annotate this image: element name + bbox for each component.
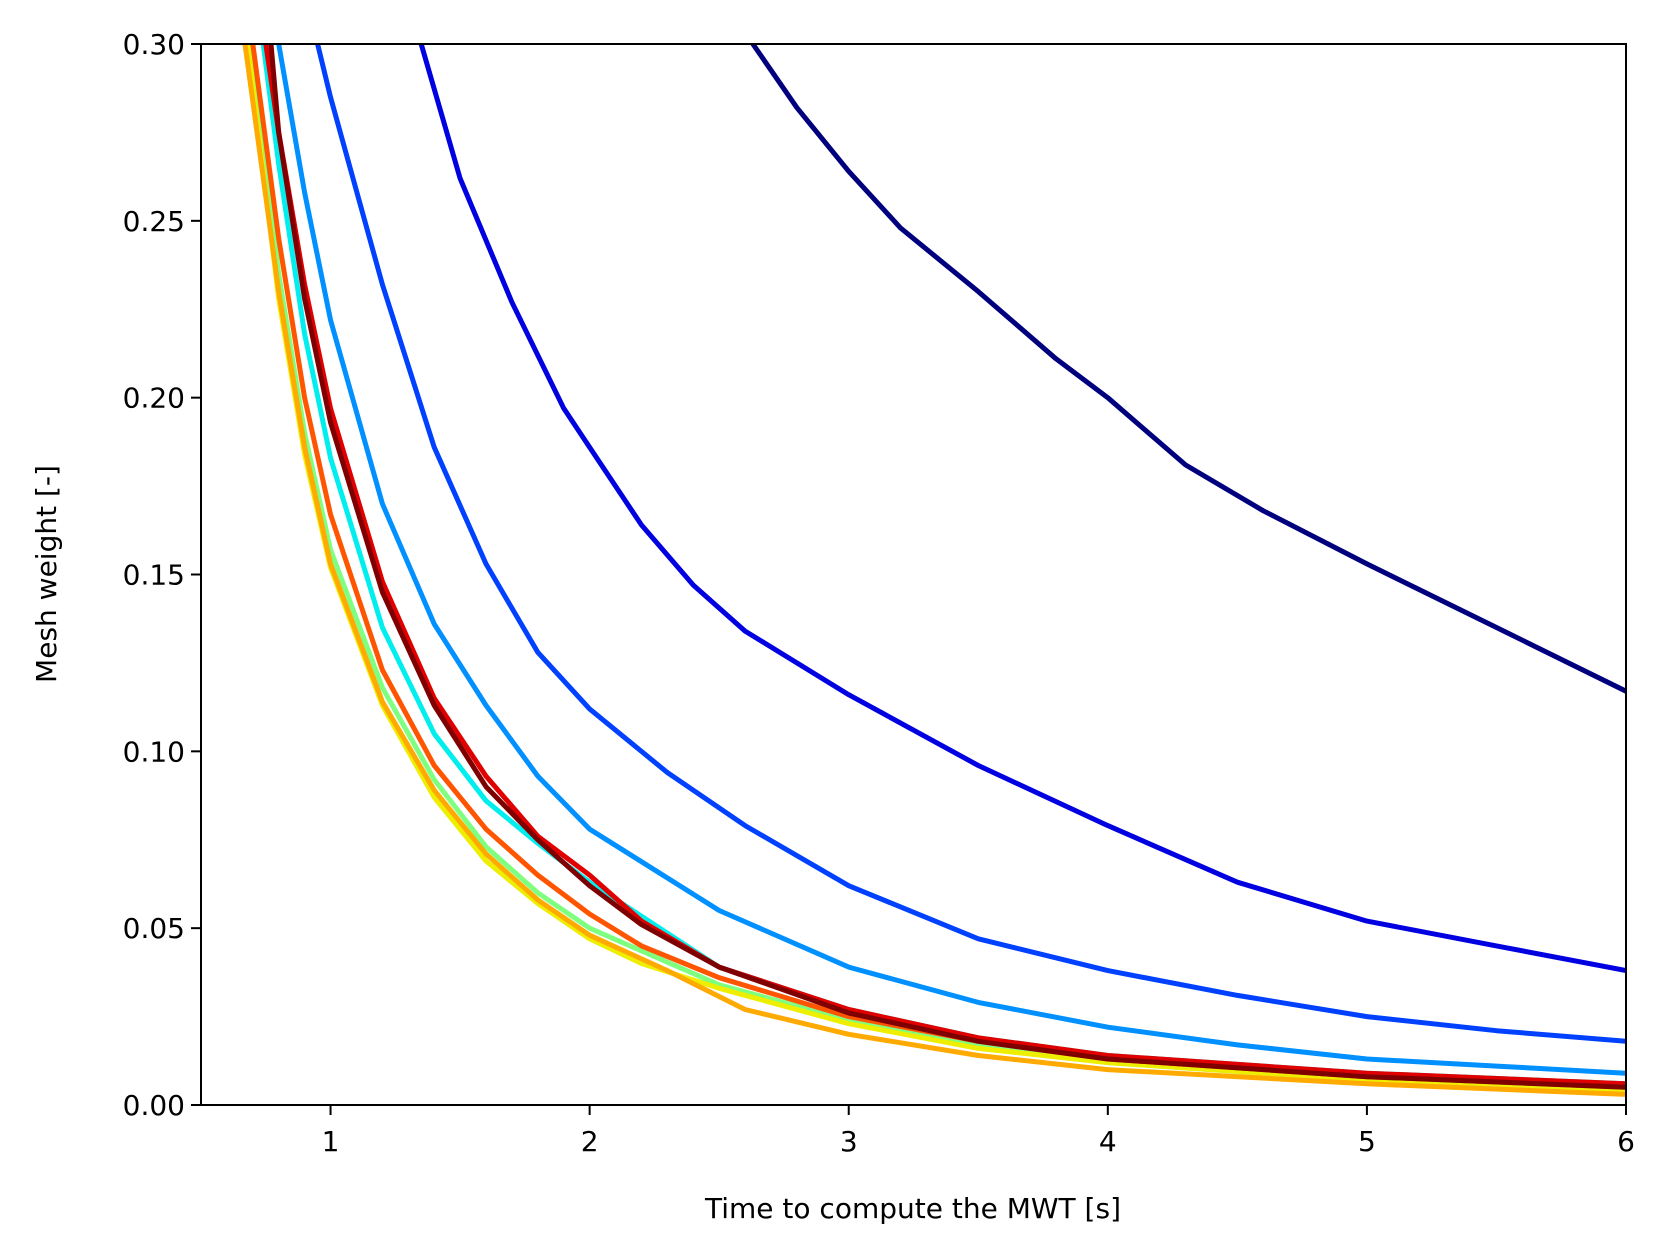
series-line-11 xyxy=(268,44,1626,1090)
y-tick-label: 0.05 xyxy=(123,912,185,945)
y-tick-label: 0.20 xyxy=(123,382,185,415)
y-tick-label: 0.00 xyxy=(123,1089,185,1122)
x-tick-label: 2 xyxy=(581,1125,599,1158)
x-tick-label: 4 xyxy=(1099,1125,1117,1158)
x-tick-label: 5 xyxy=(1358,1125,1376,1158)
series-layer xyxy=(242,44,1626,1097)
x-tick-label: 3 xyxy=(840,1125,858,1158)
x-tick-label: 1 xyxy=(322,1125,340,1158)
y-axis-label: Mesh weight [-] xyxy=(30,465,63,683)
y-tick-label: 0.15 xyxy=(123,559,185,592)
series-line-4 xyxy=(276,44,1626,1076)
series-line-8 xyxy=(242,44,1626,1097)
series-line-1 xyxy=(750,44,1626,694)
y-tick-label: 0.25 xyxy=(123,205,185,238)
y-tick-label: 0.10 xyxy=(123,735,185,768)
x-tick-label: 6 xyxy=(1617,1125,1635,1158)
series-line-6 xyxy=(247,44,1626,1094)
x-axis: 1 2 3 4 5 6 xyxy=(322,1105,1635,1158)
x-axis-label: Time to compute the MWT [s] xyxy=(704,1192,1121,1225)
y-axis: 0.00 0.05 0.10 0.15 0.20 0.25 0.30 xyxy=(123,28,201,1122)
series-line-10 xyxy=(263,44,1626,1087)
series-line-3 xyxy=(315,44,1626,1044)
y-tick-label: 0.30 xyxy=(123,28,185,61)
series-line-2 xyxy=(418,44,1626,974)
series-line-7 xyxy=(245,44,1626,1094)
